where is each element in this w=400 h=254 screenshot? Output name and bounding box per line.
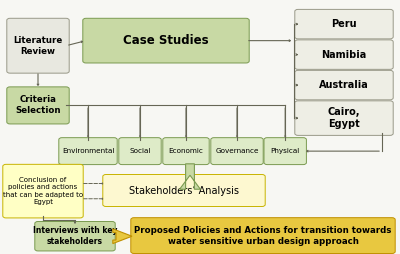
FancyBboxPatch shape <box>131 218 395 253</box>
Polygon shape <box>113 229 132 244</box>
FancyBboxPatch shape <box>35 221 115 251</box>
FancyBboxPatch shape <box>163 138 209 165</box>
FancyBboxPatch shape <box>264 138 306 165</box>
FancyBboxPatch shape <box>83 18 249 63</box>
Text: Social: Social <box>129 148 151 154</box>
FancyBboxPatch shape <box>119 138 161 165</box>
FancyBboxPatch shape <box>295 9 393 39</box>
Text: Cairo,
Egypt: Cairo, Egypt <box>328 107 360 129</box>
FancyBboxPatch shape <box>295 101 393 135</box>
Text: Stakeholders’ Analysis: Stakeholders’ Analysis <box>129 185 239 196</box>
Text: Economic: Economic <box>168 148 204 154</box>
Text: Interviews with key
stakeholders: Interviews with key stakeholders <box>33 226 117 246</box>
FancyBboxPatch shape <box>59 138 117 165</box>
FancyBboxPatch shape <box>295 70 393 100</box>
Polygon shape <box>180 164 200 189</box>
Text: Physical: Physical <box>270 148 300 154</box>
FancyBboxPatch shape <box>211 138 263 165</box>
Text: Namibia: Namibia <box>321 50 367 60</box>
FancyBboxPatch shape <box>103 174 265 207</box>
Text: Conclusion of
policies and actions
that can be adapted to
Egypt: Conclusion of policies and actions that … <box>3 177 83 205</box>
Text: Criteria
Selection: Criteria Selection <box>15 95 61 116</box>
FancyBboxPatch shape <box>3 164 83 218</box>
Text: Environmental: Environmental <box>62 148 114 154</box>
FancyBboxPatch shape <box>295 40 393 69</box>
Text: Case Studies: Case Studies <box>123 34 209 47</box>
Text: Proposed Policies and Actions for transition towards
water sensitive urban desig: Proposed Policies and Actions for transi… <box>134 226 392 246</box>
Text: Literature
Review: Literature Review <box>13 36 63 56</box>
Text: Australia: Australia <box>319 80 369 90</box>
FancyBboxPatch shape <box>7 18 69 73</box>
Text: Governance: Governance <box>215 148 259 154</box>
Text: Peru: Peru <box>331 19 357 29</box>
FancyBboxPatch shape <box>7 87 69 124</box>
